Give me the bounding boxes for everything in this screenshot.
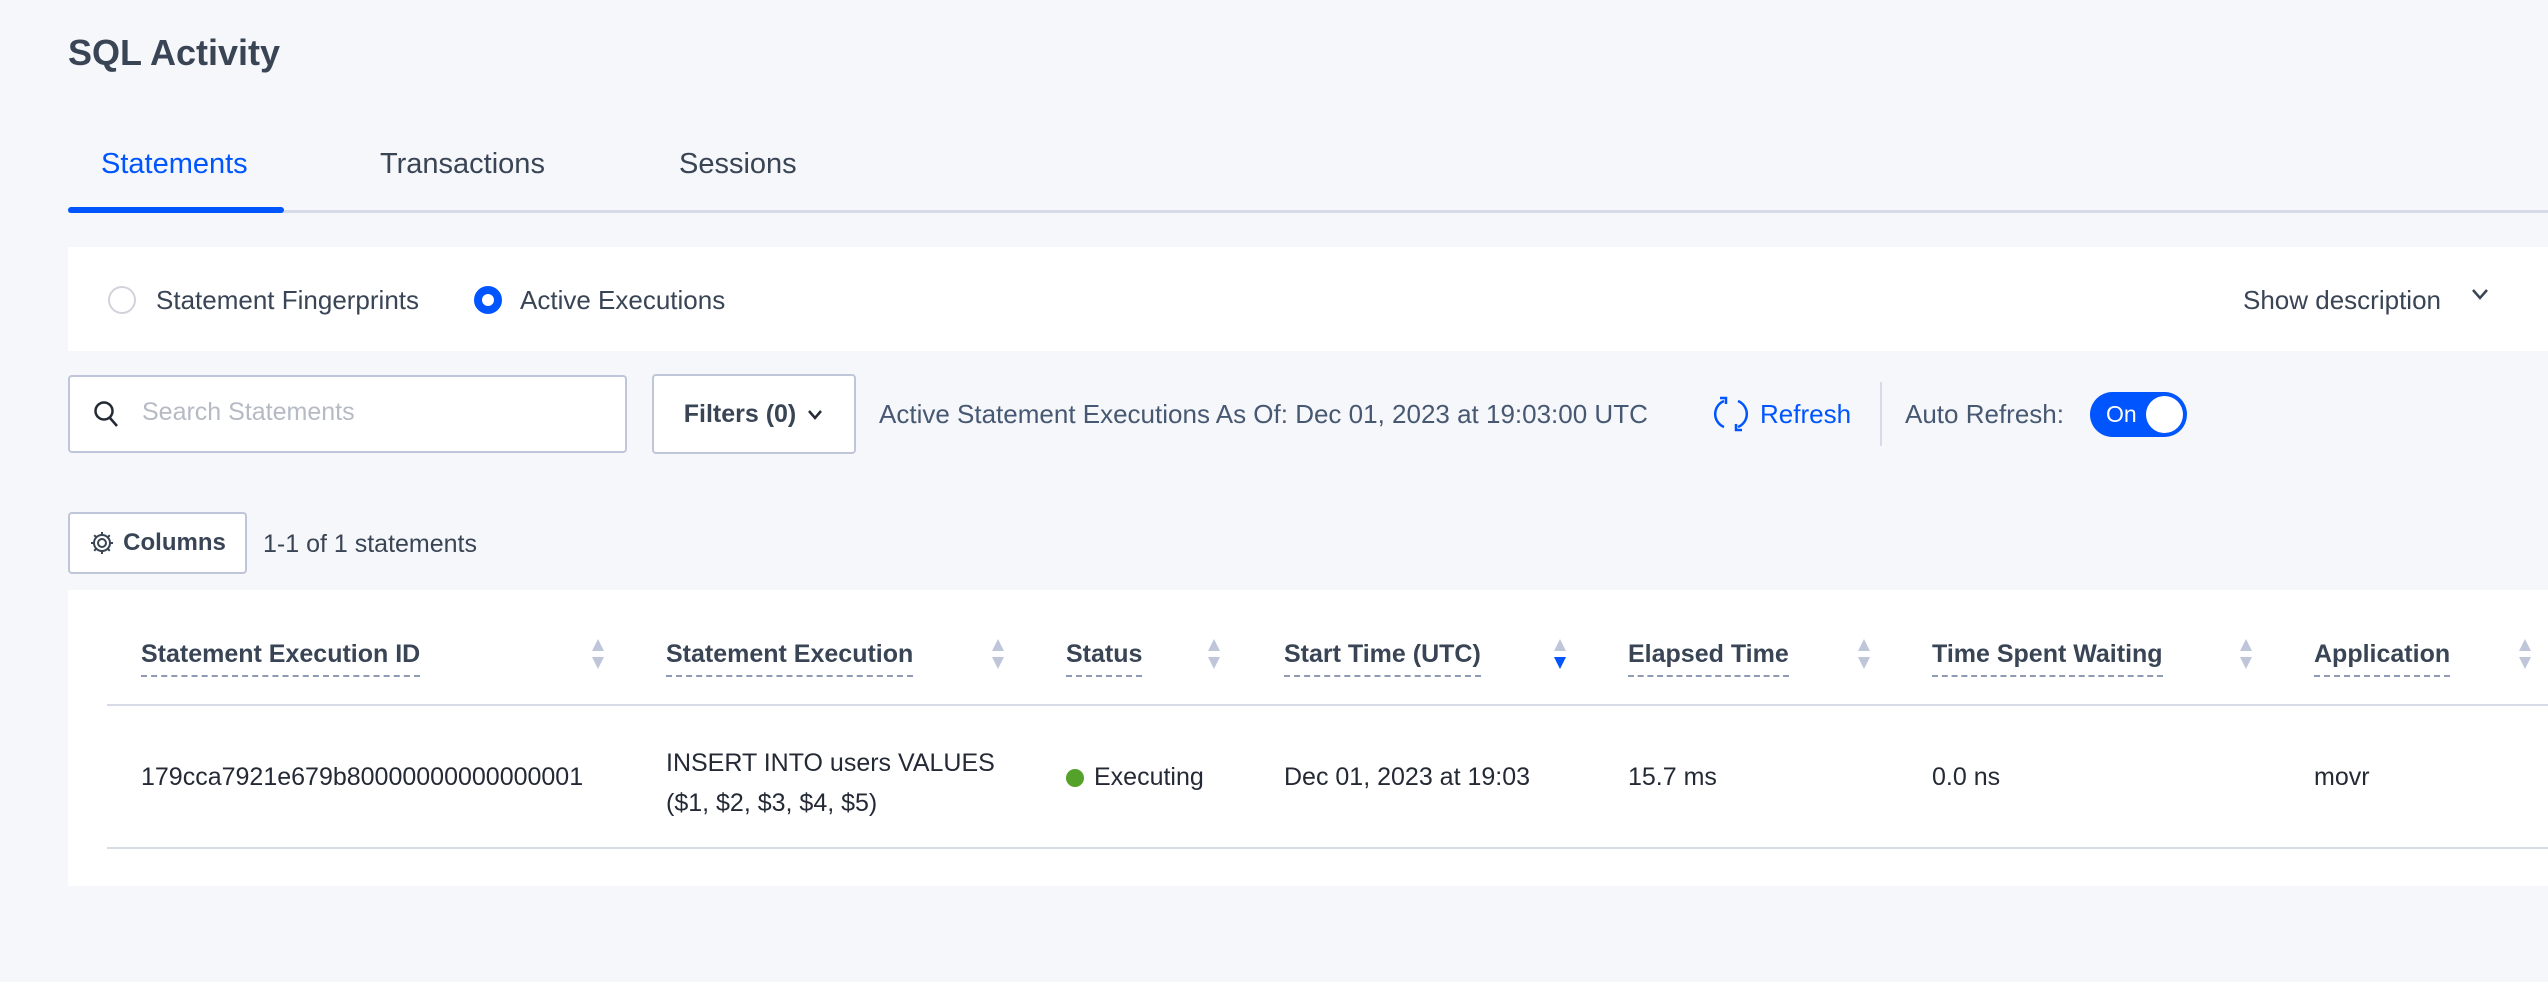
tab-bar-divider — [68, 210, 2548, 213]
cell-start-time: Dec 01, 2023 at 19:03 — [1284, 763, 1531, 791]
as-of-timestamp: Active Statement Executions As Of: Dec 0… — [879, 399, 1648, 429]
auto-refresh-toggle[interactable]: On — [2090, 392, 2187, 437]
cell-application: movr — [2314, 763, 2370, 791]
result-count: 1-1 of 1 statements — [263, 530, 478, 558]
cell-statement[interactable]: INSERT INTO users VALUES ($1, $2, $3, $4… — [666, 743, 995, 823]
gear-icon — [91, 532, 114, 554]
column-header-status[interactable]: Status — [1066, 640, 1143, 677]
search-icon — [92, 399, 122, 436]
radio-label-statement-fingerprints[interactable]: Statement Fingerprints — [156, 285, 420, 315]
column-header-time-waiting[interactable]: Time Spent Waiting — [1932, 640, 2163, 677]
column-header-application[interactable]: Application — [2314, 640, 2451, 677]
cell-execution-id[interactable]: 179cca7921e679b80000000000000001 — [141, 763, 584, 791]
toggle-state-label: On — [2106, 401, 2137, 427]
refresh-icon[interactable] — [1712, 395, 1750, 438]
mode-selector-panel — [68, 247, 2548, 351]
column-header-elapsed-time[interactable]: Elapsed Time — [1628, 640, 1789, 677]
tab-statements[interactable]: Statements — [101, 148, 248, 180]
tab-sessions[interactable]: Sessions — [679, 148, 797, 180]
statement-line: ($1, $2, $3, $4, $5) — [666, 789, 878, 817]
columns-button[interactable]: Columns — [68, 512, 247, 574]
statements-table — [68, 590, 2548, 886]
status-dot-icon — [1066, 769, 1084, 787]
search-input[interactable] — [140, 397, 604, 428]
column-header-execution-id[interactable]: Statement Execution ID — [141, 640, 421, 677]
refresh-button[interactable]: Refresh — [1760, 399, 1852, 429]
cell-status: Executing — [1094, 763, 1204, 791]
chevron-down-icon — [808, 410, 823, 420]
cell-elapsed-time: 15.7 ms — [1628, 763, 1717, 791]
filters-label: Filters (0) — [683, 399, 797, 428]
active-tab-indicator — [68, 207, 284, 213]
header-divider — [107, 704, 2548, 706]
columns-label: Columns — [123, 529, 226, 556]
sort-icon[interactable] — [1857, 637, 1871, 676]
sort-icon[interactable] — [991, 637, 1005, 676]
tab-transactions[interactable]: Transactions — [380, 148, 545, 180]
chevron-down-icon[interactable] — [2468, 282, 2492, 313]
column-header-statement[interactable]: Statement Execution — [666, 640, 914, 677]
sort-icon[interactable] — [2518, 637, 2532, 676]
row-divider — [107, 847, 2548, 849]
show-description-toggle[interactable]: Show description — [2243, 285, 2441, 315]
auto-refresh-label: Auto Refresh: — [1905, 399, 2064, 429]
statement-line: INSERT INTO users VALUES — [666, 749, 995, 777]
sort-icon[interactable] — [1553, 637, 1567, 676]
toggle-knob — [2146, 396, 2183, 433]
cell-time-waiting: 0.0 ns — [1932, 763, 2001, 791]
column-header-start-time[interactable]: Start Time (UTC) — [1284, 640, 1481, 677]
radio-statement-fingerprints[interactable] — [108, 286, 136, 314]
sort-icon[interactable] — [591, 637, 605, 676]
sort-icon[interactable] — [1207, 637, 1221, 676]
sort-icon[interactable] — [2239, 637, 2253, 676]
radio-active-executions[interactable] — [474, 286, 502, 314]
filters-button[interactable]: Filters (0) — [652, 374, 856, 454]
search-box[interactable] — [68, 375, 627, 453]
toolbar-divider — [1880, 382, 1882, 446]
page-title: SQL Activity — [68, 32, 281, 73]
radio-label-active-executions[interactable]: Active Executions — [520, 285, 726, 315]
